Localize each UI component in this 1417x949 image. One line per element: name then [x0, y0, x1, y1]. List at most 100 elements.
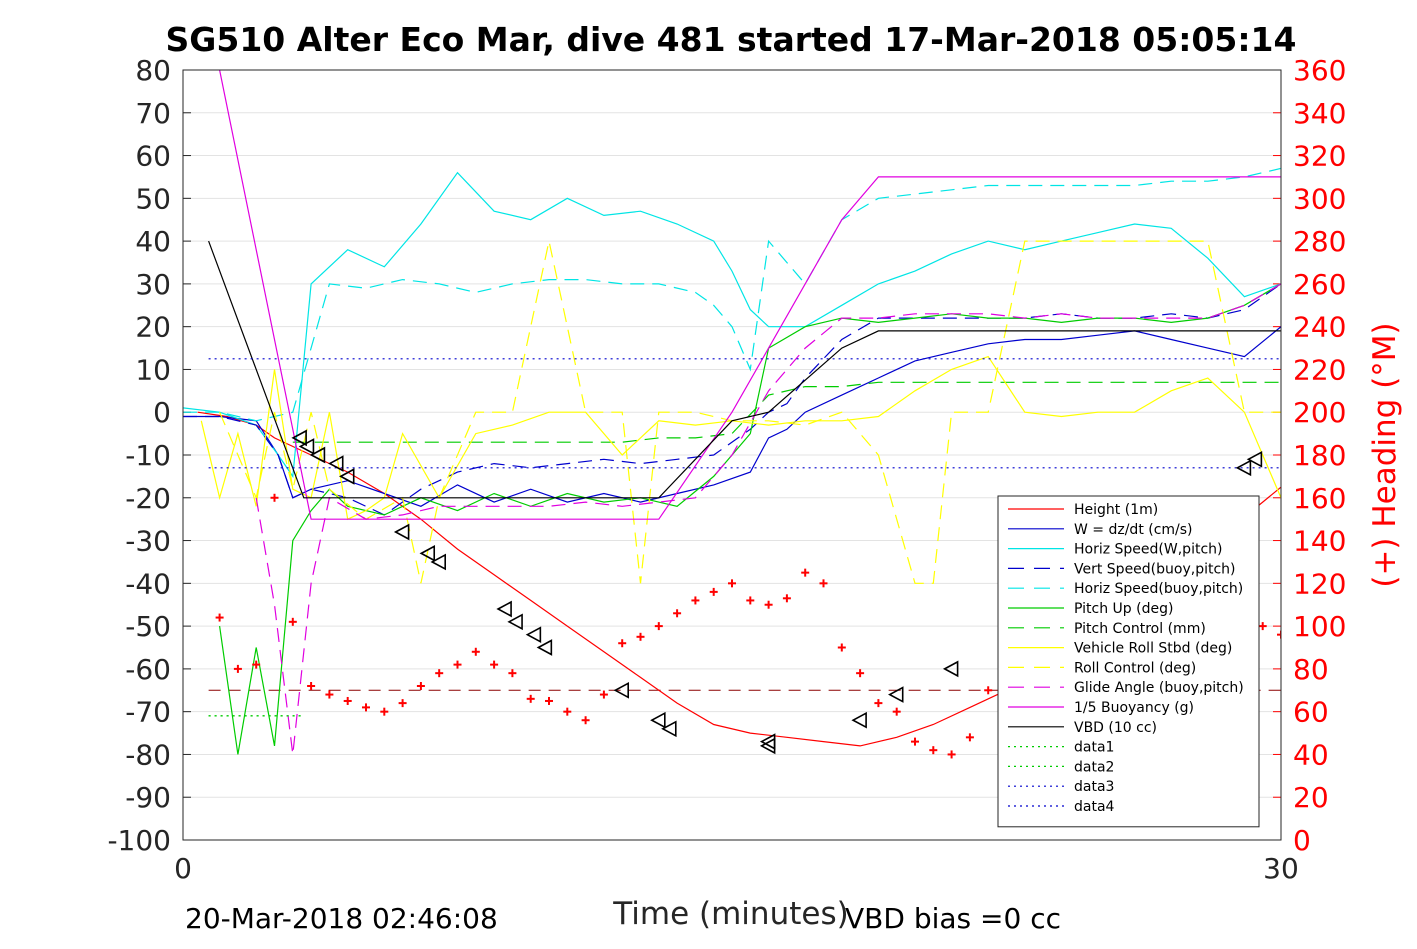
left-tick-label: -20: [125, 482, 171, 515]
legend-label: Vert Speed(buoy,pitch): [1074, 561, 1236, 577]
heading-point: [233, 664, 242, 673]
turn-marker: [851, 711, 867, 729]
heading-point: [856, 669, 865, 678]
series-line-1: [183, 325, 1281, 507]
heading-point: [526, 694, 535, 703]
right-tick-label: 240: [1293, 311, 1346, 344]
turn-marker: [1235, 459, 1252, 477]
heading-point: [673, 609, 682, 618]
heading-point: [471, 647, 480, 656]
left-tick-label: -60: [125, 653, 171, 686]
heading-point: [435, 669, 444, 678]
heading-point: [288, 617, 297, 626]
left-tick-label: -90: [125, 781, 171, 814]
heading-point: [581, 716, 590, 725]
legend-label: data1: [1074, 740, 1114, 756]
right-tick-label: 0: [1293, 824, 1311, 857]
legend-label: data4: [1074, 799, 1115, 815]
turn-marker: [496, 600, 512, 618]
turn-marker: [507, 613, 523, 631]
left-tick-label: -70: [125, 696, 171, 729]
legend-label: Height (1m): [1074, 502, 1158, 518]
plot-frame: [182, 69, 1282, 841]
left-tick-label: 0: [153, 396, 171, 429]
right-tick-label: 320: [1293, 140, 1346, 173]
turn-marker: [298, 438, 315, 455]
heading-point: [874, 699, 883, 708]
right-tick-label: 300: [1293, 182, 1346, 215]
heading-point: [325, 690, 334, 699]
x-axis-label: Time (minutes): [612, 896, 848, 932]
turn-marker: [613, 681, 630, 699]
left-tick-label: -50: [125, 610, 171, 643]
right-tick-label: 140: [1293, 525, 1346, 558]
heading-point: [270, 493, 279, 502]
right-tick-label: 180: [1293, 439, 1346, 472]
footer-vbd-bias: VBD bias =0 cc: [845, 902, 1061, 935]
legend-label: W = dz/dt (cm/s): [1074, 522, 1193, 538]
turn-marker: [309, 446, 326, 464]
heading-point: [837, 643, 846, 652]
left-tick-label: -40: [125, 567, 171, 600]
series-line-2: [183, 171, 1281, 479]
heading-point: [764, 600, 773, 609]
right-tick-label: 60: [1293, 696, 1329, 729]
right-tick-label: 280: [1293, 225, 1346, 258]
heading-point: [508, 669, 517, 678]
heading-point: [398, 699, 407, 708]
heading-point: [801, 568, 810, 577]
series-line-10: [219, 70, 1281, 520]
heading-point: [490, 660, 499, 669]
legend-label: Horiz Speed(W,pitch): [1074, 542, 1222, 558]
right-tick-label: 360: [1293, 54, 1346, 87]
heading-point: [343, 696, 352, 705]
chart-title: SG510 Alter Eco Mar, dive 481 started 17…: [166, 20, 1297, 59]
left-tick-label: 60: [135, 140, 171, 173]
legend: Height (1m) W = dz/dt (cm/s) Horiz Speed(W…: [997, 495, 1260, 828]
turn-marker: [650, 711, 666, 729]
legend-label: data3: [1074, 779, 1114, 795]
heading-point: [929, 746, 938, 755]
left-tick-label: -30: [125, 525, 171, 558]
left-tick-label: 80: [135, 54, 171, 87]
series-line-4: [183, 167, 1281, 422]
legend-label: Roll Control (deg): [1074, 660, 1196, 676]
heading-point: [636, 632, 645, 641]
left-tick-label: 70: [135, 97, 171, 130]
heading-point: [215, 613, 224, 622]
turn-marker: [393, 523, 410, 541]
heading-point: [1258, 622, 1267, 631]
left-tick-label: 10: [135, 353, 171, 386]
heading-point: [416, 682, 425, 690]
series-line-11: [208, 240, 1281, 499]
right-tick-label: 20: [1293, 781, 1329, 814]
turn-marker: [942, 660, 959, 678]
left-tick-label: 50: [135, 182, 171, 215]
heading-point: [782, 594, 791, 603]
heading-point: [563, 707, 572, 716]
legend-label: Glide Angle (buoy,pitch): [1074, 680, 1244, 696]
turn-marker: [339, 468, 355, 485]
legend-label: VBD (10 cc): [1074, 720, 1157, 736]
heading-point: [709, 587, 718, 596]
left-tick-label: 30: [135, 268, 171, 301]
series-line-8: [219, 240, 1281, 584]
left-tick-label: -10: [125, 439, 171, 472]
heading-point: [984, 686, 993, 695]
turn-marker: [661, 720, 677, 738]
right-tick-label: 120: [1293, 567, 1346, 600]
series-line-9: [255, 283, 1281, 755]
heading-point: [746, 596, 755, 605]
legend-label: Pitch Up (deg): [1074, 601, 1173, 617]
heading-point: [947, 750, 956, 759]
heading-point: [1277, 630, 1281, 639]
turn-marker: [328, 455, 344, 472]
right-tick-label: 220: [1293, 353, 1346, 386]
heading-point: [911, 737, 919, 746]
turn-marker: [291, 429, 307, 447]
turn-marker: [536, 639, 553, 656]
turn-marker: [888, 686, 904, 703]
right-tick-label: 340: [1293, 97, 1346, 130]
heading-point: [819, 579, 828, 588]
heading-point: [892, 707, 901, 716]
